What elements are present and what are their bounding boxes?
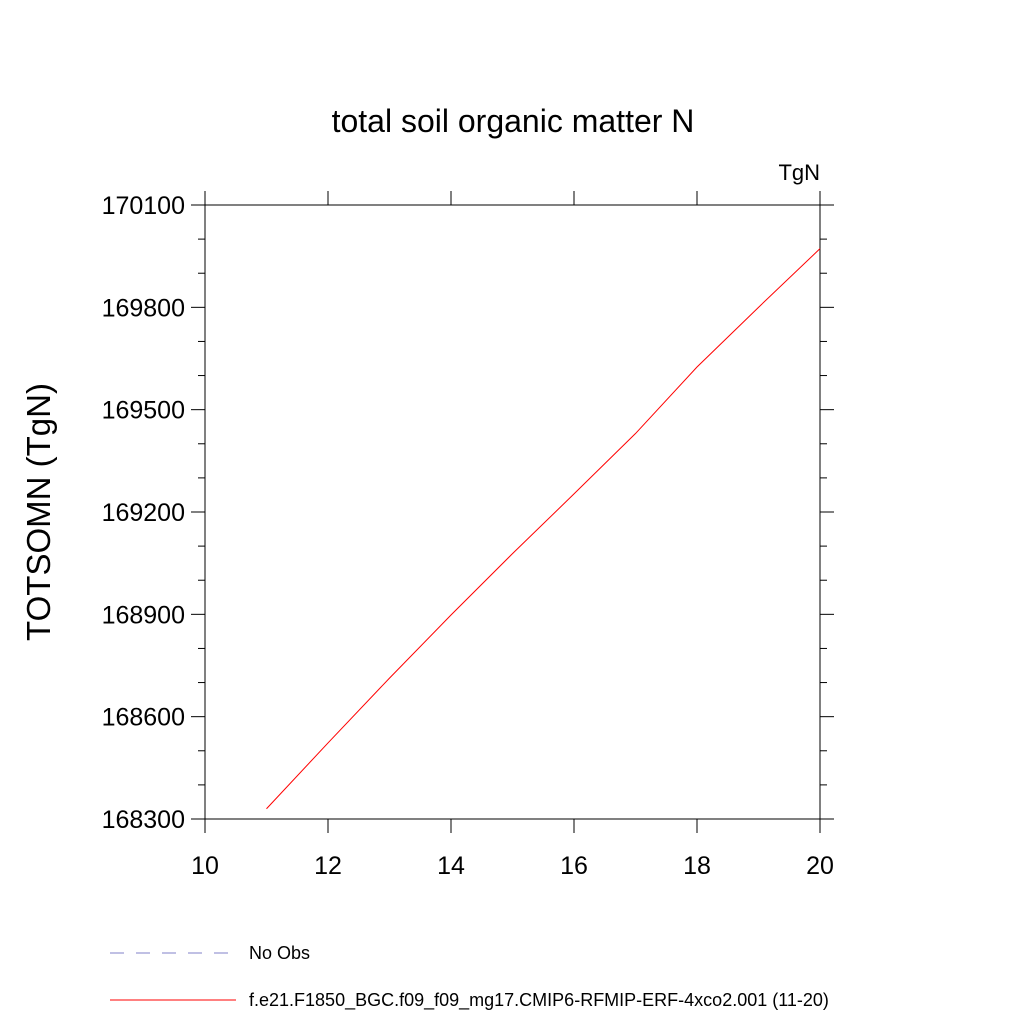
- y-tick-label: 168300: [102, 806, 185, 834]
- x-tick-label: 20: [806, 852, 834, 880]
- y-tick-label: 169500: [102, 397, 185, 425]
- x-tick-label: 10: [191, 852, 219, 880]
- x-axis: 10 12 14 16 18 20: [191, 191, 834, 880]
- x-tick-label: 12: [314, 852, 342, 880]
- y-tick-label: 169200: [102, 499, 185, 527]
- units-label: TgN: [778, 160, 820, 185]
- y-tick-label: 168900: [102, 601, 185, 629]
- y-axis: 168300 168600 168900 169200 169500 169800 1701…: [102, 192, 834, 834]
- legend: No Obs f.e21.F1850_BGC.f09_f09_mg17.CMIP6…: [110, 943, 829, 1011]
- y-tick-label: 170100: [102, 192, 185, 220]
- plot-frame: [204, 204, 821, 820]
- x-tick-label: 16: [560, 852, 588, 880]
- legend-label: No Obs: [249, 943, 310, 963]
- chart-title: total soil organic matter N: [332, 103, 695, 139]
- series-line: [266, 248, 821, 810]
- y-tick-label: 169800: [102, 294, 185, 322]
- y-axis-label: TOTSOMN (TgN): [20, 383, 57, 641]
- legend-label: f.e21.F1850_BGC.f09_f09_mg17.CMIP6-RFMIP…: [249, 990, 829, 1011]
- y-tick-label: 168600: [102, 704, 185, 732]
- x-tick-label: 14: [437, 852, 465, 880]
- x-tick-label: 18: [683, 852, 711, 880]
- series-layer: [266, 248, 821, 810]
